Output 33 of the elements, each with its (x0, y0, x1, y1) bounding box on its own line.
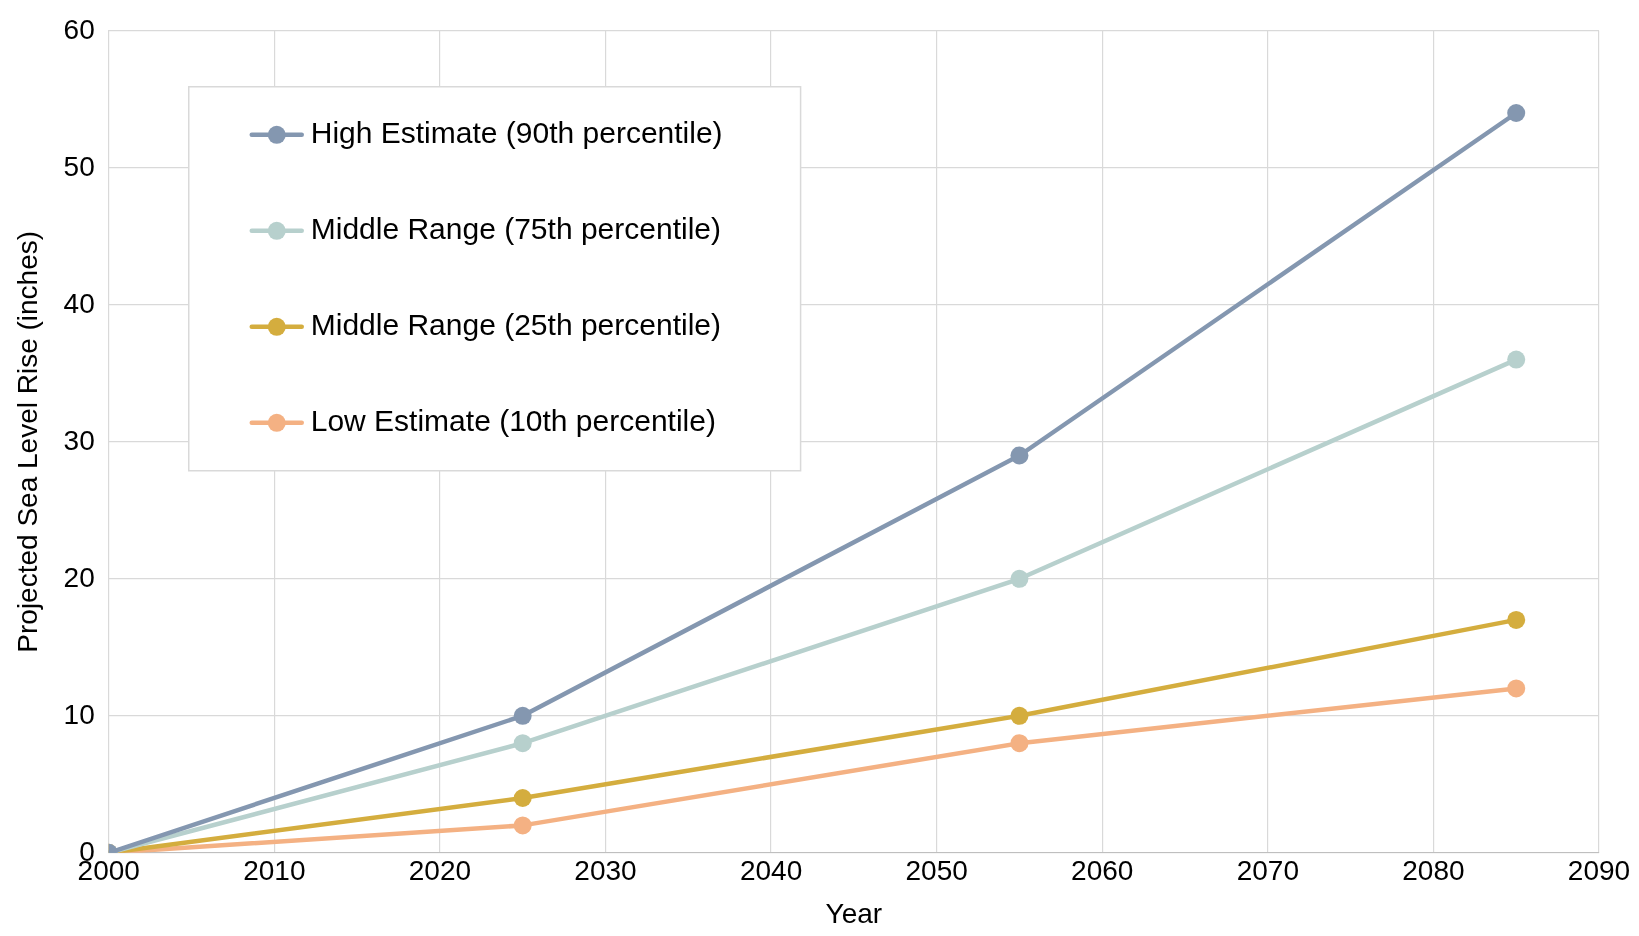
x-tick-label: 2050 (905, 855, 968, 887)
x-tick-label: 2090 (1567, 855, 1631, 887)
legend-label: Middle Range (25th percentile) (310, 308, 721, 342)
point (513, 789, 532, 807)
point (1507, 350, 1526, 369)
point (1010, 446, 1029, 465)
legend-label: Low Estimate (10th percentile) (310, 404, 716, 438)
point (1507, 104, 1526, 122)
point (513, 706, 532, 725)
x-tick-label: 2040 (739, 855, 803, 887)
y-tick-label: 30 (63, 424, 95, 456)
x-tick-label: 2080 (1402, 855, 1465, 887)
x-tick-label: 2030 (574, 855, 637, 887)
point (1010, 706, 1029, 725)
point (1507, 679, 1526, 698)
x-tick-label: 2060 (1071, 855, 1134, 887)
y-tick-label: 10 (63, 698, 95, 730)
y-tick-label: 60 (63, 13, 95, 45)
y-tick-label: 20 (63, 561, 95, 593)
point (1507, 610, 1526, 629)
legend-label: Middle Range (75th percentile) (310, 212, 721, 246)
legend-label: High Estimate (90th percentile) (310, 116, 723, 150)
point (513, 734, 532, 753)
x-tick-label: 2020 (408, 855, 472, 887)
x-tick-label: 2070 (1236, 855, 1299, 887)
y-tick-label: 40 (63, 287, 95, 319)
x-tick-label: 2010 (243, 855, 306, 887)
point (1010, 734, 1029, 753)
y-axis-title: Projected Sea Level Rise (inches) (11, 230, 43, 653)
x-axis-title: Year (825, 897, 883, 929)
point (513, 816, 532, 835)
y-tick-label: 50 (63, 150, 95, 182)
point (1010, 569, 1029, 588)
